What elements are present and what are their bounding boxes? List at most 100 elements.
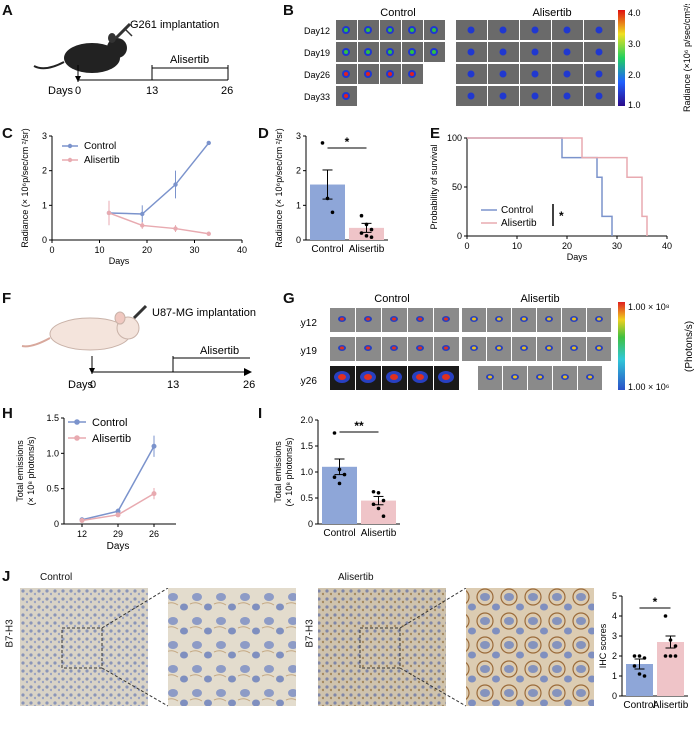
signal-spot	[563, 92, 571, 100]
legend-marker	[74, 419, 80, 425]
panel-b-imaging: Control Alisertib Day12 Day19 Day26 Day3…	[304, 4, 692, 112]
x-tick-label: 40	[662, 241, 672, 251]
zoom-line	[399, 588, 467, 629]
implant-label: G261 implantation	[130, 19, 219, 31]
panel-letter-f: F	[2, 290, 12, 307]
panel-j: Control Alisertib B7-H3 B7-H3	[0, 568, 700, 739]
chart-d: 0 1 2 3 Radiance (× 10⁶p/sec/cm ²/sr) Control…	[274, 128, 388, 255]
row-label-day12: Day12	[304, 26, 330, 36]
data-point	[371, 502, 376, 507]
white-mouse-icon	[21, 311, 140, 351]
data-point	[371, 489, 376, 494]
y-axis-label: Radiance (× 10⁶p/sec/cm ²/sr)	[274, 128, 284, 248]
data-point	[642, 656, 647, 660]
signal-spot	[410, 72, 414, 76]
syringe-icon	[114, 22, 133, 40]
data-point	[140, 211, 145, 217]
signal-spot	[410, 28, 414, 32]
y-tick-label: 0	[42, 235, 47, 245]
data-point	[364, 234, 369, 238]
x-tick-label: 0	[49, 245, 54, 255]
signal-spot	[366, 72, 370, 76]
colorbar-top-label: 1.00 × 10⁸	[628, 302, 670, 312]
y-tick-label: 1.0	[300, 467, 313, 477]
y-tick-label: 0	[308, 519, 313, 529]
alisertib-low-mag-image	[318, 588, 446, 706]
signal-spot	[531, 92, 539, 100]
signal-spot	[499, 92, 507, 100]
tick-label-26: 26	[221, 85, 233, 97]
data-point	[369, 235, 374, 240]
signal-spot	[442, 374, 450, 380]
signal-spot	[538, 375, 542, 379]
y-tick-label: 50	[452, 182, 462, 192]
data-point	[330, 210, 335, 215]
y-tick-label: 1.5	[46, 413, 59, 423]
signal-spot	[488, 375, 492, 379]
data-point	[359, 213, 364, 218]
legend-label: Alisertib	[501, 218, 537, 229]
signal-spot	[410, 50, 414, 54]
data-point	[151, 443, 157, 449]
group-alisertib-label: Alisertib	[338, 572, 374, 583]
panel-letter-g: G	[283, 290, 295, 307]
signal-spot	[572, 317, 576, 321]
implant-label: U87-MG implantation	[152, 307, 256, 319]
signal-spot	[467, 70, 475, 78]
signal-spot	[467, 26, 475, 34]
y-tick-label: 1.0	[46, 448, 59, 458]
row-label-day33: Day33	[304, 92, 330, 102]
y-axis-label: (× 10⁸ photons/s)	[284, 437, 294, 506]
colorbar-tick-1: 1.0	[628, 100, 641, 110]
y-tick-label: 1	[296, 200, 301, 210]
signal-spot	[444, 317, 448, 321]
zoom-line	[101, 667, 169, 707]
colorbar-title: Radiance (×10⁶ p/sec/cm²/sr)	[682, 4, 692, 112]
side-label-1: B7-H3	[4, 619, 16, 648]
tick-label-13: 13	[146, 85, 158, 97]
survival-curve	[467, 137, 648, 236]
signal-spot	[563, 375, 567, 379]
signal-spot	[522, 317, 526, 321]
signal-spot	[416, 374, 424, 380]
data-point	[332, 431, 337, 435]
group-alisertib-label: Alisertib	[520, 293, 559, 305]
significance-marker: *	[559, 209, 564, 223]
legend-label: Control	[92, 417, 127, 429]
signal-spot	[597, 317, 601, 321]
survival-curve	[467, 137, 613, 236]
data-point	[376, 506, 381, 511]
x-tick-label: 20	[562, 241, 572, 251]
y-tick-label: 4	[612, 611, 617, 621]
data-point	[668, 654, 673, 658]
x-tick-label: 12	[77, 529, 87, 539]
y-tick-label: 3	[612, 631, 617, 641]
data-point	[364, 222, 369, 227]
control-high-mag-image	[168, 588, 296, 706]
signal-spot	[344, 50, 348, 54]
x-axis-label: Days	[567, 252, 588, 262]
signal-spot	[444, 346, 448, 350]
signal-spot	[344, 94, 348, 98]
significance-marker: *	[653, 595, 658, 609]
signal-spot	[432, 50, 436, 54]
bar	[349, 227, 384, 240]
arrow-right-icon	[244, 368, 252, 376]
bar	[361, 500, 396, 524]
histology-images	[20, 588, 594, 707]
bar	[657, 642, 684, 696]
days-label: Days	[68, 379, 94, 391]
signal-spot	[595, 92, 603, 100]
signal-spot	[499, 48, 507, 56]
x-tick-label: Alisertib	[361, 528, 397, 539]
data-point	[369, 227, 374, 232]
signal-spot	[497, 346, 501, 350]
data-point	[381, 498, 386, 503]
signal-spot	[499, 26, 507, 34]
zoom-line	[101, 588, 169, 629]
data-point	[381, 514, 386, 518]
data-point	[320, 141, 325, 145]
y-tick-label: 2.0	[300, 415, 313, 425]
x-axis-label: Days	[109, 256, 130, 266]
y-tick-label: 3	[42, 131, 47, 141]
